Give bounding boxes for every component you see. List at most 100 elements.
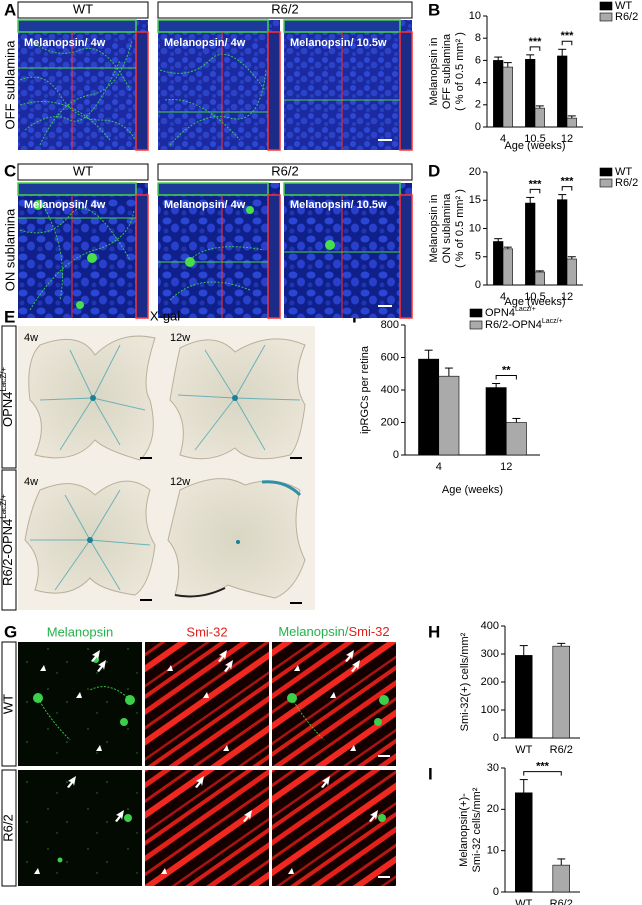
header-box [17, 163, 149, 181]
x-tick-label: R6/2 [550, 898, 573, 905]
micrograph [18, 770, 142, 886]
panel-label: G [4, 622, 17, 641]
y-tick-label: 15 [469, 194, 481, 206]
retina [24, 480, 156, 601]
significance-bracket [529, 188, 541, 194]
y-tick-label: 400 [381, 384, 399, 396]
legend-name: R6/2 [615, 11, 638, 23]
x-tick-label: WT [515, 744, 532, 756]
legend-label: WT [615, 166, 632, 178]
y-tick-label: 100 [481, 704, 499, 716]
image-label: Melanopsin/ 10.5w [290, 37, 387, 49]
bar [557, 55, 568, 128]
image-label: Melanopsin/ 4w [164, 199, 246, 211]
title: X-gal [150, 308, 180, 323]
significance-bracket [523, 771, 562, 776]
y-tick-label: 10 [487, 845, 499, 857]
row-label: WT [0, 694, 15, 714]
y-tick-label: 20 [469, 166, 481, 178]
header: Melanopsin [47, 624, 114, 639]
x-tick-label: WT [515, 898, 532, 905]
significance-label: *** [529, 178, 543, 190]
y-tick-label: 5 [475, 251, 481, 263]
y-axis-label: Melanopsin in [428, 195, 440, 263]
micrograph: Melanopsin/ 10.5w [283, 19, 413, 151]
header-part: Smi-32 [348, 624, 389, 639]
header-box [157, 163, 413, 181]
image-label: Melanopsin/ 10.5w [290, 199, 387, 211]
row-box [1, 325, 17, 469]
row-label: R6/2 [0, 814, 15, 841]
y-axis-label: Smi-32 cells/mm² [471, 787, 483, 872]
bar [534, 271, 545, 286]
row-label-sup: LacZ/+ [0, 367, 8, 392]
image-label: Melanopsin/ 4w [24, 199, 106, 211]
bar [493, 60, 504, 128]
panel-label: C [4, 161, 16, 180]
header-part: Melanopsin/ [278, 624, 348, 639]
micrograph: Melanopsin/ 4w [157, 182, 281, 319]
y-tick-label: 6 [475, 54, 481, 66]
legend-label: R6/2 [615, 177, 638, 189]
row-box [1, 469, 17, 611]
significance-label: *** [529, 36, 543, 48]
significance-label: ** [502, 364, 511, 376]
y-tick-label: 600 [381, 351, 399, 363]
bar [525, 202, 536, 286]
micrograph [145, 770, 269, 886]
y-axis-label: Smi-32(+) cells/mm² [459, 632, 471, 731]
header: Smi-32 [186, 624, 227, 639]
retina [167, 478, 306, 604]
significance-label: *** [561, 30, 575, 42]
significance-label: *** [561, 176, 575, 188]
legend-sup: Lacz/+ [542, 318, 563, 325]
x-tick-label: 12 [561, 291, 573, 303]
panel-label: D [428, 161, 440, 180]
legend-name: WT [615, 0, 632, 12]
legend-swatch [469, 320, 483, 330]
legend-name: R6/2 [615, 177, 638, 189]
header-box [157, 1, 413, 19]
x-axis-label: Age (weeks) [504, 296, 565, 308]
retina [169, 338, 306, 460]
micrograph: Melanopsin/ 4w [17, 19, 149, 151]
micrograph [145, 642, 269, 766]
y-tick-label: 10 [469, 10, 481, 22]
x-axis-label: Age (weeks) [504, 140, 565, 152]
bar [505, 422, 527, 456]
panel-c: WT R6/2 ON sublamina Melanopsin/ 4w Mela… [2, 163, 413, 319]
y-tick-label: 8 [475, 32, 481, 44]
y-tick-label: 800 [381, 319, 399, 331]
y-axis-label: ( % of 0.5 mm² ) [454, 189, 466, 268]
bar [485, 387, 507, 456]
significance-bracket [529, 46, 541, 51]
significance-bracket [495, 375, 517, 380]
y-tick-label: 0 [475, 121, 481, 133]
y-tick-label: 10 [469, 222, 481, 234]
significance-bracket [561, 40, 573, 46]
row-box [1, 769, 17, 887]
bar [534, 107, 545, 128]
y-tick-label: 4 [475, 77, 481, 89]
legend-label: WT [615, 0, 632, 12]
y-axis-label: ipRGCs per retina [359, 345, 371, 434]
panel-label: I [428, 764, 433, 783]
bar [566, 117, 577, 128]
legend-name: WT [615, 166, 632, 178]
image-label: 4w [24, 332, 38, 344]
micrograph [272, 642, 396, 766]
header: Melanopsin/Smi-32 [278, 624, 389, 639]
legend-label: R6/2 [615, 11, 638, 23]
y-tick-label: 20 [487, 803, 499, 815]
y-tick-label: 200 [381, 416, 399, 428]
panel-g: Melanopsin Smi-32 Melanopsin/Smi-32 WT R… [0, 624, 396, 887]
y-tick-label: 2 [475, 99, 481, 111]
legend-name: R6/2-OPN4 [485, 319, 542, 331]
bar [493, 241, 504, 286]
legend-swatch [599, 12, 613, 22]
bar [438, 375, 460, 456]
y-tick-label: 0 [493, 886, 499, 898]
x-tick-label: 4 [436, 461, 442, 473]
legend-swatch [469, 308, 483, 318]
legend-label: R6/2-OPN4Lacz/+ [485, 318, 563, 331]
